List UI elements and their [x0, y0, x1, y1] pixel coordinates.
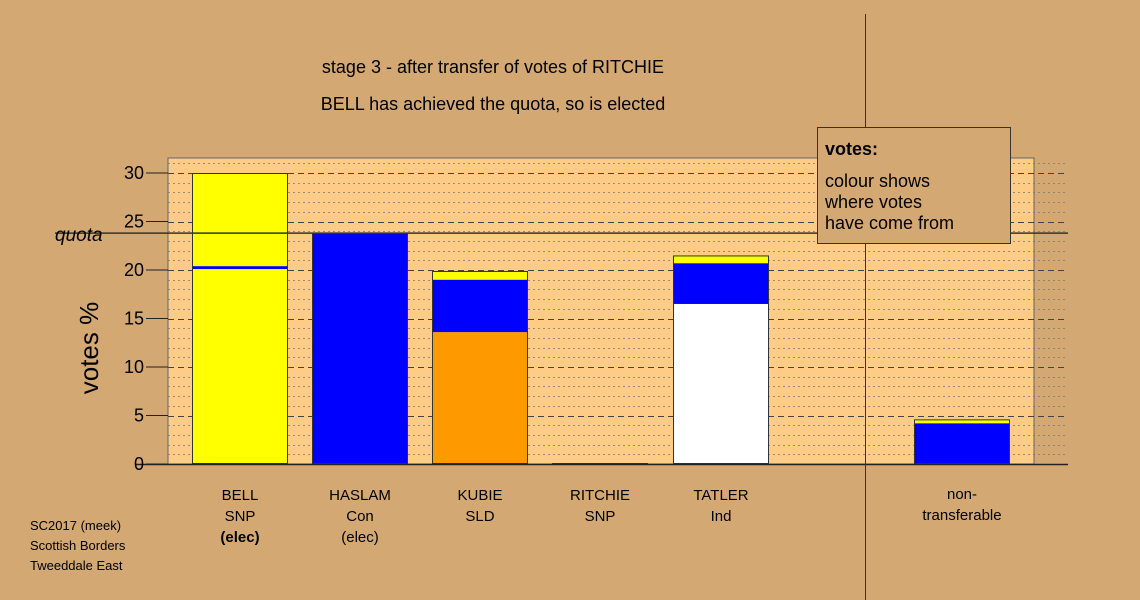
legend: votes: colour shows where votes have com… [817, 127, 1011, 244]
y-tick-label: 15 [124, 309, 144, 329]
y-tick-label: 25 [124, 212, 144, 232]
candidate-name: KUBIE [457, 487, 502, 504]
footer-line: SC2017 (meek) [30, 518, 121, 533]
candidate-party: SLD [465, 508, 494, 525]
candidate-name: RITCHIE [570, 487, 630, 504]
y-tick-label: 5 [134, 406, 144, 426]
candidate-status: (elec) [220, 529, 259, 546]
legend-line: colour shows [825, 171, 930, 191]
nontransferable-label: transferable [922, 507, 1001, 524]
y-tick-label: 30 [124, 163, 144, 183]
x-axis-labels: BELL SNP (elec) HASLAM Con (elec) KUBIE SLD RITC… [220, 486, 1001, 546]
candidate-party: SNP [225, 508, 256, 525]
bar-segment [914, 423, 1010, 464]
bar-segment [914, 419, 1010, 424]
bar-outline [673, 255, 769, 464]
y-tick-label: 0 [134, 454, 144, 474]
chart-title: stage 3 - after transfer of votes of RIT… [322, 57, 664, 77]
chart-subtitle: BELL has achieved the quota, so is elect… [321, 94, 666, 114]
bar-outline [432, 270, 528, 464]
bars [192, 173, 1010, 465]
candidate-name: BELL [222, 487, 259, 504]
nontransferable-label: non- [947, 486, 977, 503]
footer: SC2017 (meek) Scottish Borders Tweeddale… [30, 518, 126, 573]
candidate-party: Con [346, 508, 374, 525]
y-tick-label: 10 [124, 357, 144, 377]
candidate-party: Ind [711, 508, 732, 525]
bar-segment [192, 173, 288, 267]
legend-title: votes: [825, 139, 878, 159]
bar-segment [312, 233, 408, 464]
candidate-name: HASLAM [329, 487, 391, 504]
legend-line: where votes [824, 192, 922, 212]
bar-segment [673, 303, 769, 464]
bar-outline [192, 173, 288, 464]
bar-segment [192, 266, 288, 270]
y-axis-label: votes % [74, 302, 104, 395]
bar-outline [914, 419, 1010, 465]
quota-label: quota [55, 225, 103, 246]
footer-line: Tweeddale East [30, 558, 123, 573]
y-axis: 0 5 10 15 20 25 30 [124, 163, 1068, 474]
y-tick-label: 20 [124, 260, 144, 280]
bar-segment [673, 255, 769, 264]
bar-segment [432, 270, 528, 280]
bar-segment [192, 269, 288, 464]
bar-segment [432, 279, 528, 333]
legend-box [817, 127, 1011, 244]
candidate-name: TATLER [693, 487, 748, 504]
candidate-status: (elec) [341, 529, 379, 546]
candidate-party: SNP [585, 508, 616, 525]
legend-line: have come from [825, 213, 954, 233]
bar-segment [432, 332, 528, 464]
bar-segment [673, 263, 769, 304]
footer-line: Scottish Borders [30, 538, 126, 553]
